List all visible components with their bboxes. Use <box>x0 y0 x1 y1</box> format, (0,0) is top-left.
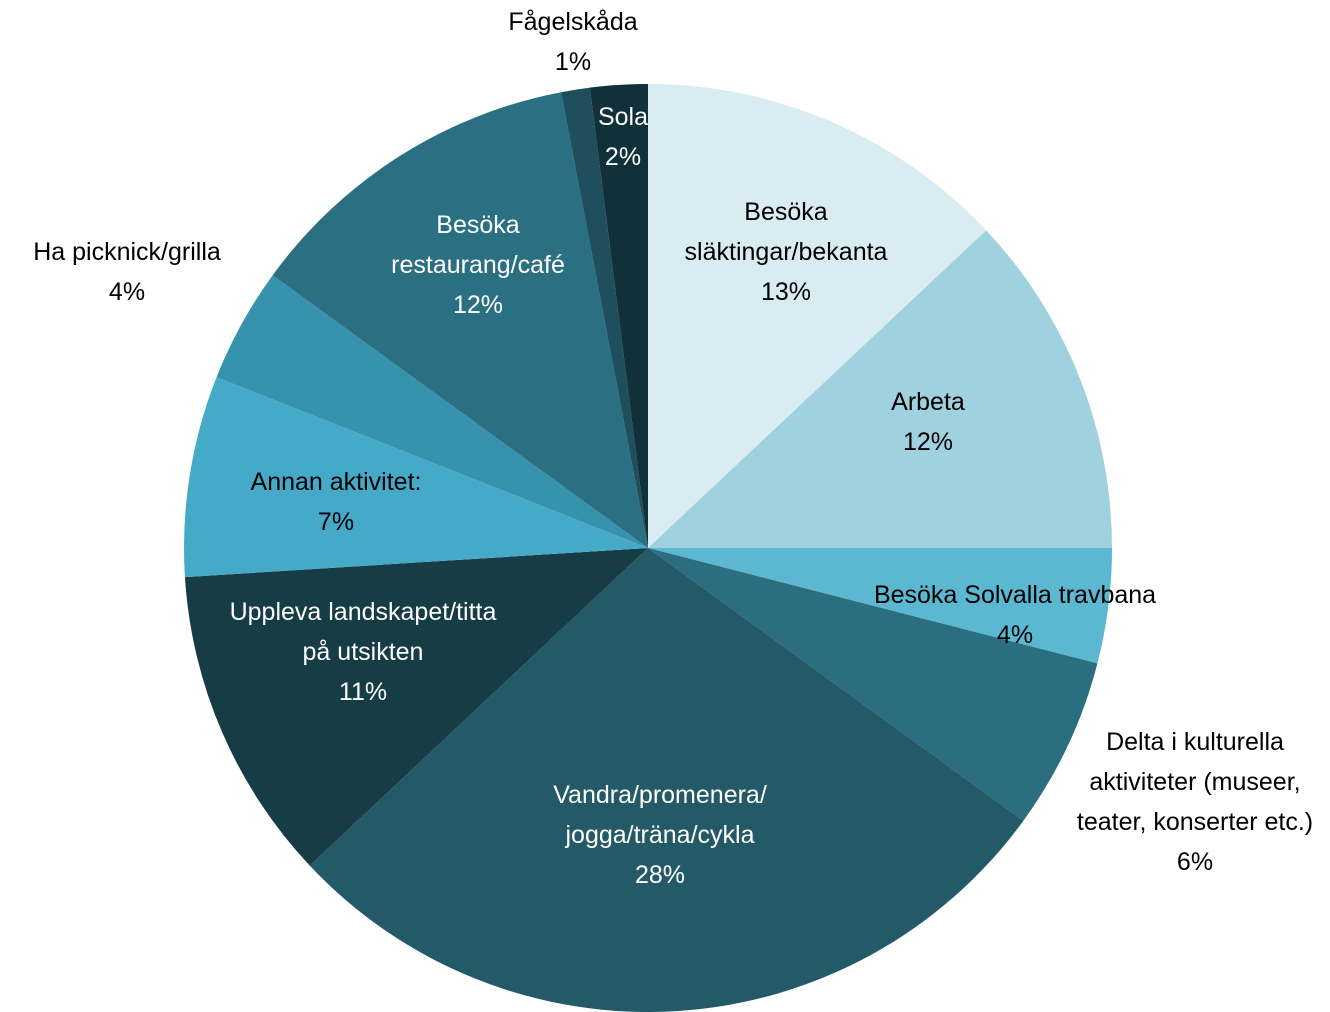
category-label: Besöka släktingar/bekanta <box>684 198 888 266</box>
value-label: 2% <box>604 143 642 171</box>
value-label: 12% <box>902 428 954 456</box>
pie-slice <box>309 548 1024 1012</box>
category-label: Besöka Solvalla travbana <box>873 581 1157 609</box>
value-label: 13% <box>760 278 812 306</box>
value-label: 7% <box>317 508 355 536</box>
category-label: Fågelskåda <box>508 8 638 36</box>
slice-label: Sola 2% <box>583 97 663 177</box>
pie-slice <box>184 548 649 866</box>
value-label: 4% <box>996 621 1034 649</box>
slice-label: Ha picknick/grilla 4% <box>0 232 257 312</box>
category-label: Vandra/promenera/ jogga/träna/cykla <box>553 781 767 849</box>
pie-slice <box>648 230 1112 548</box>
category-label: Besöka restaurang/café <box>391 211 565 279</box>
category-label: Annan aktivitet: <box>250 468 422 496</box>
slice-label: Fågelskåda 1% <box>473 2 673 82</box>
value-label: 4% <box>108 278 146 306</box>
pie-slice <box>561 87 648 548</box>
slice-label: Besöka Solvalla travbana 4% <box>825 575 1205 655</box>
category-label: Uppleva landskapet/titta på utsikten <box>229 598 497 666</box>
pie-slice <box>272 92 648 548</box>
category-label: Sola <box>597 103 649 131</box>
pie-slice <box>216 275 648 548</box>
slice-label: Arbeta 12% <box>818 382 1038 462</box>
value-label: 12% <box>452 291 504 319</box>
category-label: Delta i kulturella aktiviteter (museer, … <box>1076 728 1314 836</box>
slice-label: Vandra/promenera/ jogga/träna/cykla 28% <box>500 775 820 895</box>
value-label: 11% <box>338 678 388 706</box>
slice-label: Besöka restaurang/café 12% <box>353 205 603 325</box>
pie-slice <box>648 548 1112 664</box>
pie-slice <box>648 84 987 548</box>
slice-label: Annan aktivitet: 7% <box>206 462 466 542</box>
value-label: 1% <box>554 48 592 76</box>
pie-slice <box>589 84 648 548</box>
pie-slice <box>648 548 1098 821</box>
category-label: Ha picknick/grilla <box>33 238 221 266</box>
category-label: Arbeta <box>891 388 965 416</box>
pie-slice <box>184 377 648 578</box>
slice-label: Uppleva landskapet/titta på utsikten 11% <box>218 592 508 712</box>
value-label: 6% <box>1176 848 1214 876</box>
slice-label: Delta i kulturella aktiviteter (museer, … <box>1064 722 1326 882</box>
slice-label: Besöka släktingar/bekanta 13% <box>646 192 926 312</box>
value-label: 28% <box>634 861 686 889</box>
